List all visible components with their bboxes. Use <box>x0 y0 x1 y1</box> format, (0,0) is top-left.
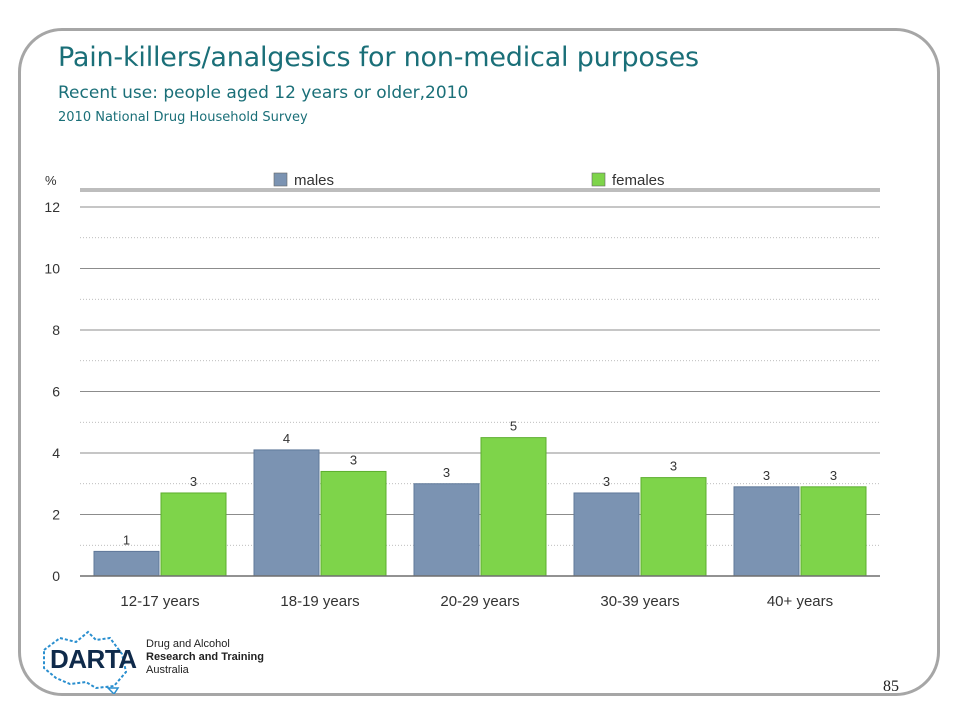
data-label-males: 1 <box>123 532 130 547</box>
x-tick-label: 40+ years <box>767 593 833 610</box>
logo-acronym: DARTA <box>50 644 137 674</box>
data-label-females: 5 <box>510 419 517 434</box>
y-tick-label: 8 <box>52 322 60 338</box>
chart-subtitle: Recent use: people aged 12 years or olde… <box>58 83 469 103</box>
chart-source: 2010 National Drug Household Survey <box>58 110 308 125</box>
logo-organisation: Drug and Alcohol Research and Training A… <box>146 638 264 677</box>
data-label-males: 3 <box>443 465 450 480</box>
chart-title: Pain-killers/analgesics for non-medical … <box>58 42 699 73</box>
page-number: 85 <box>883 678 899 695</box>
y-tick-label: 10 <box>44 261 60 277</box>
data-label-males: 4 <box>283 431 290 446</box>
legend-swatch-males <box>273 172 288 187</box>
x-tick-label: 20-29 years <box>440 593 519 610</box>
data-label-females: 3 <box>830 468 837 483</box>
logo-line-2: Research and Training <box>146 651 264 663</box>
bar-males <box>733 486 800 577</box>
y-tick-label: 0 <box>52 568 60 584</box>
data-label-males: 3 <box>603 474 610 489</box>
y-tick-label: 12 <box>44 199 60 215</box>
bar-females <box>800 486 867 577</box>
bar-males <box>573 492 640 577</box>
y-tick-label: 6 <box>52 384 60 400</box>
data-label-females: 3 <box>350 452 357 467</box>
logo-line-3: Australia <box>146 664 189 676</box>
bar-females <box>320 470 387 577</box>
bar-females <box>640 477 707 577</box>
y-tick-label: 2 <box>52 507 60 523</box>
legend-label-females: females <box>612 172 665 189</box>
x-tick-label: 18-19 years <box>280 593 359 610</box>
bar-males <box>93 550 160 577</box>
darta-logo: DARTA Drug and Alcohol Research and Trai… <box>30 628 270 696</box>
data-label-females: 3 <box>190 474 197 489</box>
y-tick-label: 4 <box>52 445 60 461</box>
bar-females <box>480 437 547 577</box>
legend-swatch-females <box>591 172 606 187</box>
australia-map-icon <box>43 630 128 694</box>
bar-females <box>160 492 227 577</box>
bar-males <box>253 449 320 577</box>
x-tick-label: 30-39 years <box>600 593 679 610</box>
x-tick-label: 12-17 years <box>120 593 199 610</box>
data-label-females: 3 <box>670 459 677 474</box>
legend-label-males: males <box>294 172 334 189</box>
slide-frame <box>18 28 940 696</box>
bar-males <box>413 483 480 577</box>
y-axis-label: % <box>45 173 57 188</box>
logo-line-1: Drug and Alcohol <box>146 638 230 650</box>
data-label-males: 3 <box>763 468 770 483</box>
legend-divider <box>80 188 880 192</box>
